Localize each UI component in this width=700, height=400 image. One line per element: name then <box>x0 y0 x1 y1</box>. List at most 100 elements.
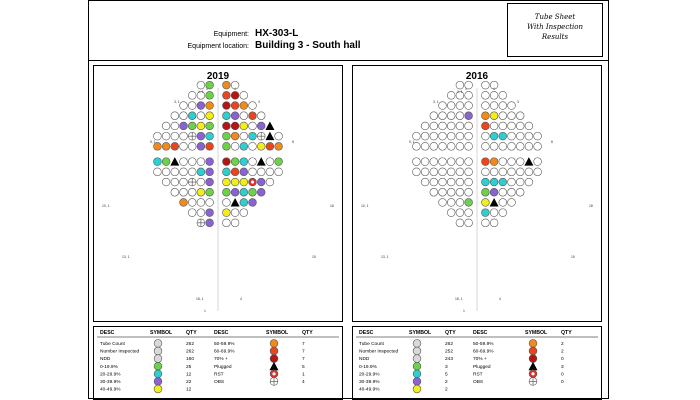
tube <box>524 131 534 141</box>
legend-header: SYMBOL <box>266 330 289 336</box>
tube <box>507 111 516 120</box>
tube <box>464 198 473 207</box>
tube <box>489 167 499 177</box>
tube <box>412 157 421 166</box>
tube <box>464 101 473 110</box>
tube <box>222 208 231 217</box>
tube <box>239 198 249 207</box>
plugged-tube-marker <box>489 197 499 207</box>
legend-qty: 3 <box>561 364 564 370</box>
legend-desc: 20-29.9% <box>359 371 380 377</box>
tube <box>239 188 249 197</box>
tube <box>446 177 456 187</box>
tube <box>239 91 249 100</box>
tube <box>257 177 266 187</box>
tube <box>438 198 447 207</box>
legend-desc: OBS <box>473 379 483 385</box>
plugged-tube-marker <box>265 121 275 130</box>
tube <box>248 111 257 120</box>
title-line: Tube Sheet <box>534 13 576 21</box>
row-label: 18 <box>330 204 334 208</box>
tube <box>464 131 473 141</box>
tube <box>196 208 206 217</box>
tube <box>205 80 214 90</box>
legend-symbol <box>412 339 422 348</box>
tube <box>265 167 275 177</box>
legend-grid: DESC SYMBOL QTY DESC SYMBOL QTY Tube Count 262 N… <box>97 330 339 394</box>
tube <box>153 131 162 141</box>
tube <box>187 101 197 110</box>
tube <box>507 188 516 197</box>
tube <box>230 188 240 197</box>
tube <box>248 167 257 177</box>
tube <box>524 177 534 187</box>
tube <box>248 198 257 207</box>
tube <box>489 131 499 141</box>
tube <box>481 80 490 90</box>
tube <box>274 131 283 141</box>
legend-desc: 60-69.9% <box>214 349 235 355</box>
tube <box>222 101 231 110</box>
tube <box>196 121 206 131</box>
tube <box>222 111 231 120</box>
tube <box>507 157 516 166</box>
legend-symbol <box>528 354 538 363</box>
tube <box>446 142 456 151</box>
legend-symbol <box>153 339 163 348</box>
legend-qty: 252 <box>445 349 453 355</box>
tube <box>248 188 257 197</box>
tube <box>187 111 197 120</box>
tube <box>464 188 473 197</box>
tube <box>438 121 447 131</box>
tube <box>438 142 447 151</box>
tube <box>248 157 257 166</box>
tube <box>222 142 231 151</box>
tube <box>446 198 456 207</box>
legend-qty: 7 <box>302 349 305 355</box>
legend-symbol <box>412 354 422 363</box>
legend-desc: Plugged <box>473 364 491 370</box>
rst-dot <box>250 180 255 184</box>
tube <box>498 167 508 177</box>
tube <box>222 188 231 197</box>
tube <box>455 111 465 120</box>
legend-qty: 262 <box>186 349 194 355</box>
legend-grid: DESC SYMBOL QTY DESC SYMBOL QTY Tube Count 262 N… <box>356 330 598 394</box>
legend-desc: NDD <box>100 356 111 362</box>
legend-symbol <box>153 354 163 363</box>
tube <box>516 111 525 120</box>
tube <box>179 121 188 131</box>
tube <box>429 142 439 151</box>
tube <box>438 157 447 166</box>
tube <box>239 208 249 217</box>
tube <box>170 131 180 141</box>
tube <box>516 188 525 197</box>
tube <box>230 208 240 217</box>
location-label: Equipment location: <box>187 43 249 50</box>
legend-desc: 40-49.9% <box>359 387 380 393</box>
tube <box>420 177 430 187</box>
legend-desc: Tube Count <box>359 341 385 347</box>
tube <box>161 157 171 166</box>
tube <box>489 208 499 217</box>
tube <box>533 142 542 151</box>
row-label: 13, 1 <box>381 255 389 259</box>
tube <box>205 131 214 141</box>
plugged-tube-marker <box>265 131 275 141</box>
legend-table-2019: DESC SYMBOL QTY DESC SYMBOL QTY Tube Count 262 N… <box>93 326 343 400</box>
tube <box>222 121 231 131</box>
tube <box>429 177 439 187</box>
tube <box>420 131 430 141</box>
tube <box>489 111 499 120</box>
document-header: Equipment: HX-303-L Equipment location: … <box>89 1 608 61</box>
tube <box>274 157 283 166</box>
tube <box>516 142 525 151</box>
tube-sheet-panel-2016: 2016 1, 1 1 4 3, 1 3 5, 1 8 10, 1 18 13, 1 15 18, 1… <box>352 65 602 322</box>
legend-header: DESC <box>214 330 229 336</box>
tube <box>507 131 516 141</box>
row-label: 1, 1 <box>198 90 204 94</box>
tube <box>507 198 516 207</box>
tube <box>230 177 240 187</box>
tube <box>455 121 465 131</box>
tube <box>455 101 465 110</box>
